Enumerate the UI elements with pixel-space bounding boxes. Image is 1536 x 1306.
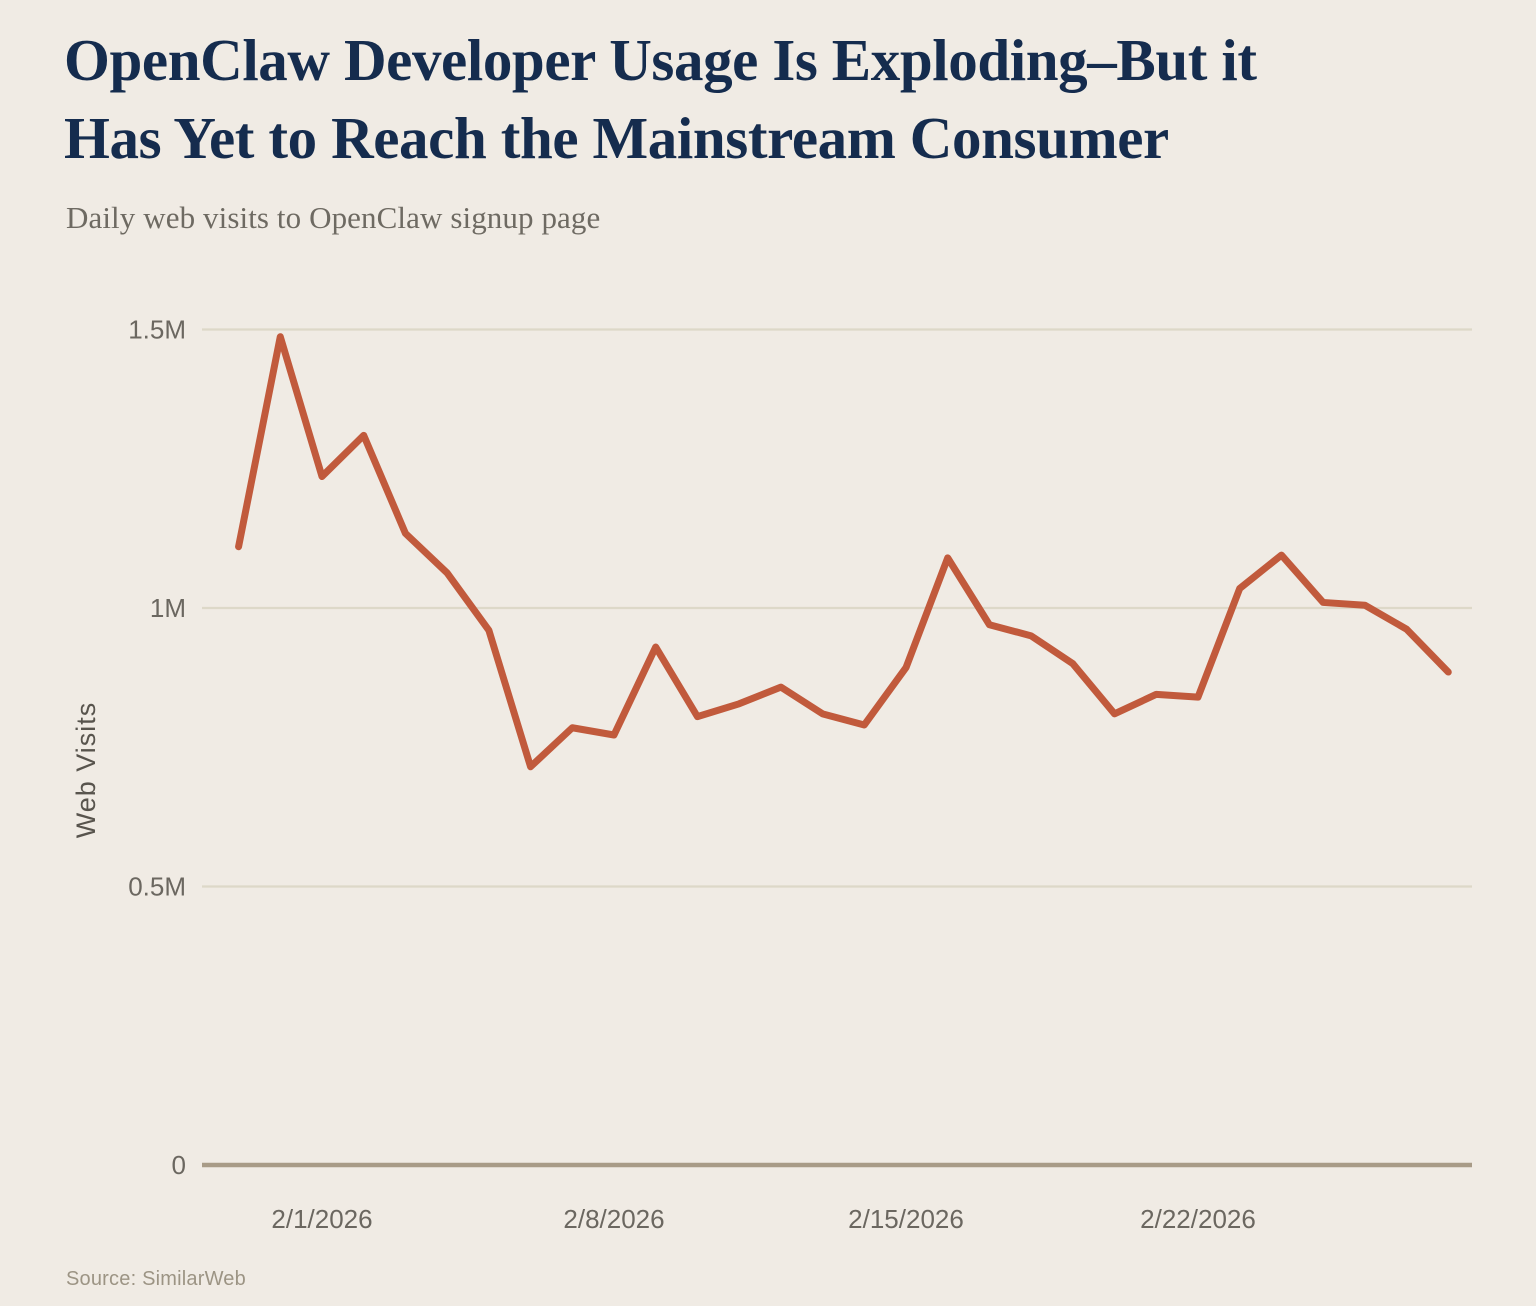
x-tick-label: 2/22/2026 <box>1140 1204 1256 1234</box>
y-axis-ticks: 0 0.5M 1M 1.5M <box>128 315 186 1181</box>
x-tick-label: 2/15/2026 <box>848 1204 964 1234</box>
x-tick-label: 2/8/2026 <box>563 1204 664 1234</box>
series-line-web-visits <box>235 333 1452 771</box>
x-axis-ticks: 2/1/2026 2/8/2026 2/15/2026 2/22/2026 <box>271 1204 1255 1234</box>
y-tick-label: 1.5M <box>128 315 186 345</box>
gridlines <box>202 328 1472 1168</box>
y-tick-label: 1M <box>150 593 186 623</box>
source-note: Source: SimilarWeb <box>66 1268 246 1290</box>
y-tick-label: 0.5M <box>128 872 186 902</box>
y-tick-label: 0 <box>172 1150 186 1180</box>
x-tick-label: 2/1/2026 <box>271 1204 372 1234</box>
page-subtitle: Daily web visits to OpenClaw signup page <box>66 200 601 235</box>
page-title: OpenClaw Developer Usage Is Exploding–Bu… <box>64 27 1257 171</box>
y-axis-title: Web Visits <box>71 702 101 839</box>
